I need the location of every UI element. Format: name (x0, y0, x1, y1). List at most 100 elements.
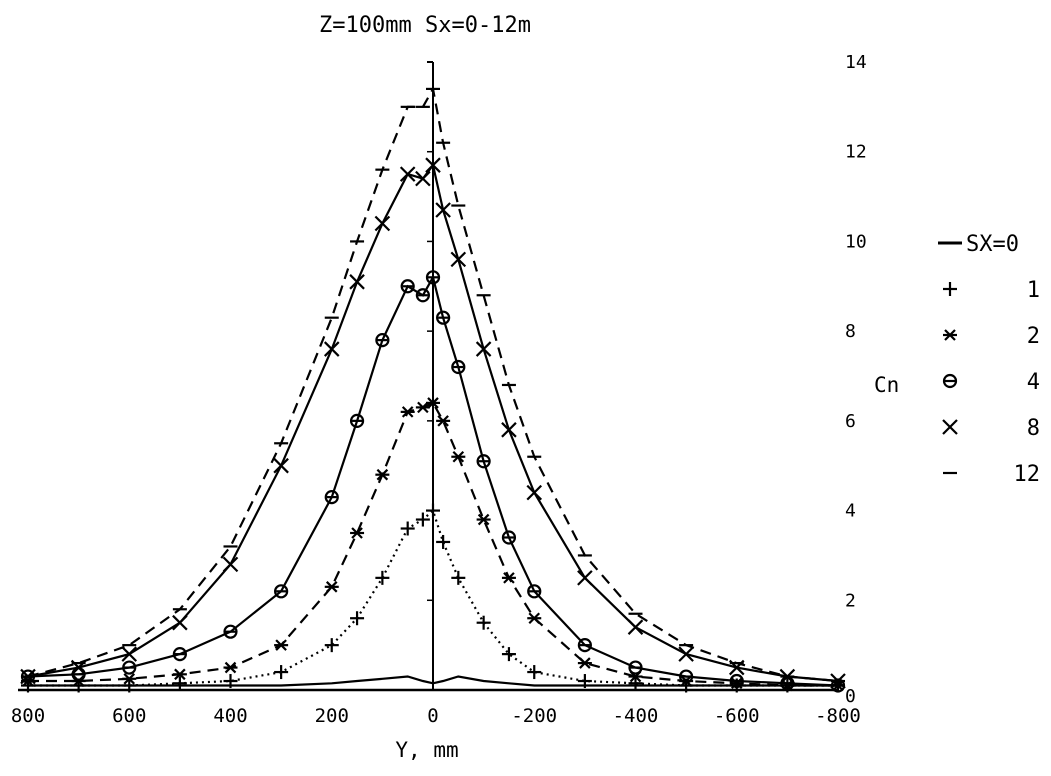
data-point (425, 270, 441, 285)
chart-title: Z=100mm Sx=0-12m (319, 13, 531, 38)
data-point (679, 669, 694, 684)
legend-swatch (943, 282, 957, 296)
data-point (501, 530, 517, 545)
legend-swatch (943, 329, 957, 341)
data-point (577, 674, 592, 689)
data-point (729, 673, 744, 689)
x-tick-label: -200 (511, 705, 557, 727)
legend-label: 4 (1027, 370, 1040, 395)
x-tick-label: 400 (213, 705, 247, 727)
y-tick-label: 12 (845, 142, 867, 163)
data-point (324, 581, 339, 593)
data-point (425, 157, 441, 173)
data-point (172, 647, 187, 662)
y-tick-label: 8 (845, 321, 856, 342)
data-point (415, 288, 430, 303)
legend-item: 1 (943, 278, 1040, 303)
data-point (501, 572, 516, 584)
x-tick-label: 600 (112, 705, 146, 727)
data-point (172, 668, 187, 681)
data-point (451, 450, 466, 463)
series-8 (20, 157, 846, 689)
data-point (476, 513, 491, 526)
data-point (71, 667, 86, 682)
data-point (222, 556, 239, 573)
data-point (628, 660, 643, 675)
axes: 0 2 4 6 8 10 12 14 800 600 400 200 0 -200 -400 -600 -800 (11, 52, 867, 727)
data-point (451, 570, 466, 585)
plot-area: 0 2 4 6 8 10 12 14 800 600 400 200 0 -200 -400 -600 -800 (11, 52, 867, 727)
legend-label: SX=0 (966, 232, 1019, 257)
data-point (436, 534, 451, 549)
y-tick-label: 0 (845, 686, 856, 707)
data-point (476, 615, 491, 630)
y-axis-label: Cn (874, 373, 899, 397)
data-point (323, 341, 340, 357)
data-point (527, 612, 542, 625)
data-point (526, 484, 543, 501)
data-point (350, 611, 365, 626)
x-tick-label: 800 (11, 705, 45, 727)
data-point (415, 512, 430, 527)
y-tick-label: 14 (845, 52, 867, 73)
data-point (324, 638, 339, 653)
data-point (436, 310, 451, 325)
legend-swatch (942, 419, 958, 435)
legend-label: 1 (1027, 278, 1040, 303)
data-point (426, 503, 440, 518)
data-point (172, 614, 188, 631)
x-tick-label: 0 (427, 705, 438, 727)
y-tick-label: 2 (845, 590, 856, 611)
data-point (324, 490, 339, 505)
legend-label: 8 (1027, 416, 1040, 441)
data-point (375, 570, 390, 585)
x-tick-label: -400 (613, 705, 659, 727)
legend-swatch (942, 373, 958, 389)
data-point (274, 584, 289, 599)
data-point (400, 521, 415, 536)
data-point (375, 333, 390, 348)
data-point (274, 665, 289, 680)
data-point (223, 674, 238, 689)
x-axis-label: Y, mm (395, 738, 458, 762)
y-tick-label: 6 (845, 411, 856, 432)
data-point (273, 457, 289, 474)
data-point (415, 170, 431, 187)
data-point (475, 341, 492, 357)
data-point (577, 657, 592, 669)
data-point (374, 215, 391, 232)
data-point (223, 661, 238, 674)
data-point (172, 676, 187, 691)
data-point (350, 527, 365, 539)
data-point (400, 279, 415, 294)
series-line (28, 401, 838, 687)
data-point (426, 397, 440, 409)
legend-item: 2 (943, 324, 1040, 349)
data-point (577, 638, 592, 653)
data-point (628, 676, 643, 691)
data-point (501, 647, 516, 662)
data-point (527, 665, 542, 680)
x-tick-label: -800 (815, 705, 861, 727)
x-tick-label: 200 (315, 705, 349, 727)
data-point (122, 673, 137, 685)
legend-item: 12 (943, 462, 1040, 487)
data-point (678, 646, 694, 662)
legend-item: SX=0 (938, 232, 1019, 257)
data-point (375, 468, 390, 481)
y-tick-label: 4 (845, 501, 856, 522)
data-point (435, 202, 451, 218)
x-tick-label: -600 (714, 705, 760, 727)
data-point (349, 413, 365, 428)
data-point (223, 624, 238, 639)
data-point (577, 570, 593, 586)
data-point (436, 415, 451, 427)
legend-item: 4 (942, 370, 1040, 395)
legend-label: 2 (1027, 324, 1040, 349)
series-sx-0 (28, 675, 838, 687)
series-12 (21, 85, 845, 683)
data-point (400, 406, 415, 418)
data-point (274, 639, 289, 651)
